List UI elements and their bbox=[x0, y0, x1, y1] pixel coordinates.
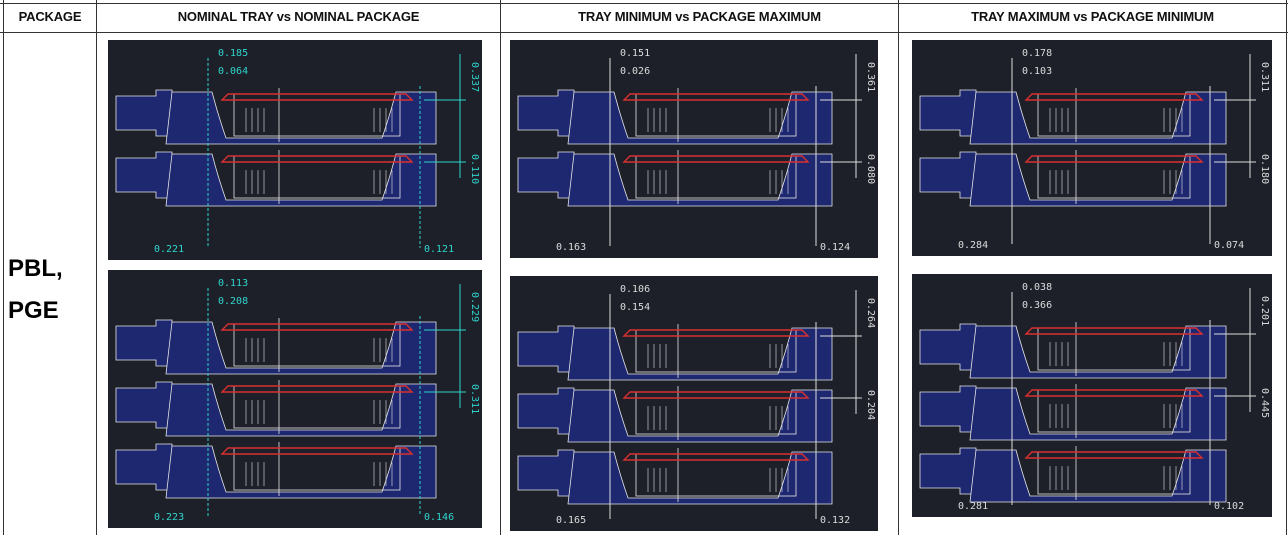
dimension-label-a: 0.106 bbox=[620, 284, 650, 295]
cad-drawing: 0.113 0.208 0.229 0.311 0.223 0.146 bbox=[115, 278, 480, 523]
dimension-label-f: 0.124 bbox=[820, 242, 850, 253]
dimension-label-d: 0.204 bbox=[865, 390, 876, 420]
drawing-tray-max-top: 0.178 0.103 0.311 0.180 0.284 0.074 bbox=[912, 40, 1272, 256]
dimension-label-e: 0.163 bbox=[556, 242, 586, 253]
package-name-line2: PGE bbox=[8, 297, 59, 324]
column-divider bbox=[500, 0, 501, 535]
dimension-label-e: 0.223 bbox=[154, 512, 184, 523]
cad-drawing: 0.178 0.103 0.311 0.180 0.284 0.074 bbox=[919, 48, 1270, 251]
dimension-label-d: 0.110 bbox=[469, 154, 480, 184]
dimension-label-d: 0.180 bbox=[1259, 154, 1270, 184]
dimension-label-c: 0.264 bbox=[865, 298, 876, 328]
dimension-label-e: 0.165 bbox=[556, 515, 586, 526]
dimension-label-a: 0.178 bbox=[1022, 48, 1052, 59]
cad-drawing: 0.038 0.366 0.201 0.445 0.281 0.102 bbox=[919, 282, 1270, 512]
dimension-label-f: 0.102 bbox=[1214, 501, 1244, 512]
column-divider bbox=[898, 0, 899, 535]
dimension-label-b: 0.103 bbox=[1022, 66, 1052, 77]
dimension-label-c: 0.311 bbox=[1259, 62, 1270, 92]
package-name-line1: PBL, bbox=[8, 255, 63, 282]
dimension-label-f: 0.132 bbox=[820, 515, 850, 526]
table-left-border bbox=[3, 0, 4, 535]
dimension-label-a: 0.185 bbox=[218, 48, 248, 59]
dimension-label-a: 0.151 bbox=[620, 48, 650, 59]
table-right-border bbox=[1286, 0, 1287, 535]
dimension-label-a: 0.113 bbox=[218, 278, 248, 289]
dimension-label-e: 0.221 bbox=[154, 244, 184, 255]
dimension-label-f: 0.121 bbox=[424, 244, 454, 255]
header-nominal-tray-vs-nominal-package: NOMINAL TRAY vs NOMINAL PACKAGE bbox=[177, 9, 420, 24]
dimension-label-b: 0.208 bbox=[218, 296, 248, 307]
cad-drawing: 0.151 0.026 0.361 0.080 0.163 0.124 bbox=[517, 48, 876, 253]
header-package: PACKAGE bbox=[18, 9, 82, 24]
dimension-label-c: 0.361 bbox=[865, 62, 876, 92]
dimension-label-c: 0.337 bbox=[469, 62, 480, 92]
dimension-label-e: 0.284 bbox=[958, 240, 988, 251]
drawing-nominal-bottom: 0.113 0.208 0.229 0.311 0.223 0.146 bbox=[108, 270, 482, 528]
column-divider bbox=[96, 0, 97, 535]
drawing-tray-min-bottom: 0.106 0.154 0.264 0.204 0.165 0.132 bbox=[510, 276, 878, 531]
drawing-nominal-top: 0.185 0.064 0.337 0.110 0.221 0.121 bbox=[108, 40, 482, 260]
dimension-label-f: 0.146 bbox=[424, 512, 454, 523]
dimension-label-b: 0.026 bbox=[620, 66, 650, 77]
cad-drawing: 0.106 0.154 0.264 0.204 0.165 0.132 bbox=[517, 284, 876, 526]
dimension-label-a: 0.038 bbox=[1022, 282, 1052, 293]
dimension-label-b: 0.064 bbox=[218, 66, 248, 77]
dimension-label-c: 0.229 bbox=[469, 292, 480, 322]
table-top-border bbox=[0, 3, 1288, 4]
header-tray-min-vs-package-max: TRAY MINIMUM vs PACKAGE MAXIMUM bbox=[578, 9, 821, 24]
dimension-label-d: 0.445 bbox=[1259, 388, 1270, 418]
dimension-label-d: 0.080 bbox=[865, 154, 876, 184]
drawing-tray-min-top: 0.151 0.026 0.361 0.080 0.163 0.124 bbox=[510, 40, 878, 258]
dimension-label-f: 0.074 bbox=[1214, 240, 1244, 251]
cad-drawing: 0.185 0.064 0.337 0.110 0.221 0.121 bbox=[115, 48, 480, 255]
header-tray-max-vs-package-min: TRAY MAXIMUM vs PACKAGE MINIMUM bbox=[971, 9, 1214, 24]
dimension-label-b: 0.366 bbox=[1022, 300, 1052, 311]
dimension-label-e: 0.281 bbox=[958, 501, 988, 512]
header-divider bbox=[0, 32, 1288, 33]
dimension-label-b: 0.154 bbox=[620, 302, 650, 313]
dimension-label-d: 0.311 bbox=[469, 384, 480, 414]
dimension-label-c: 0.201 bbox=[1259, 296, 1270, 326]
drawing-tray-max-bottom: 0.038 0.366 0.201 0.445 0.281 0.102 bbox=[912, 274, 1272, 517]
